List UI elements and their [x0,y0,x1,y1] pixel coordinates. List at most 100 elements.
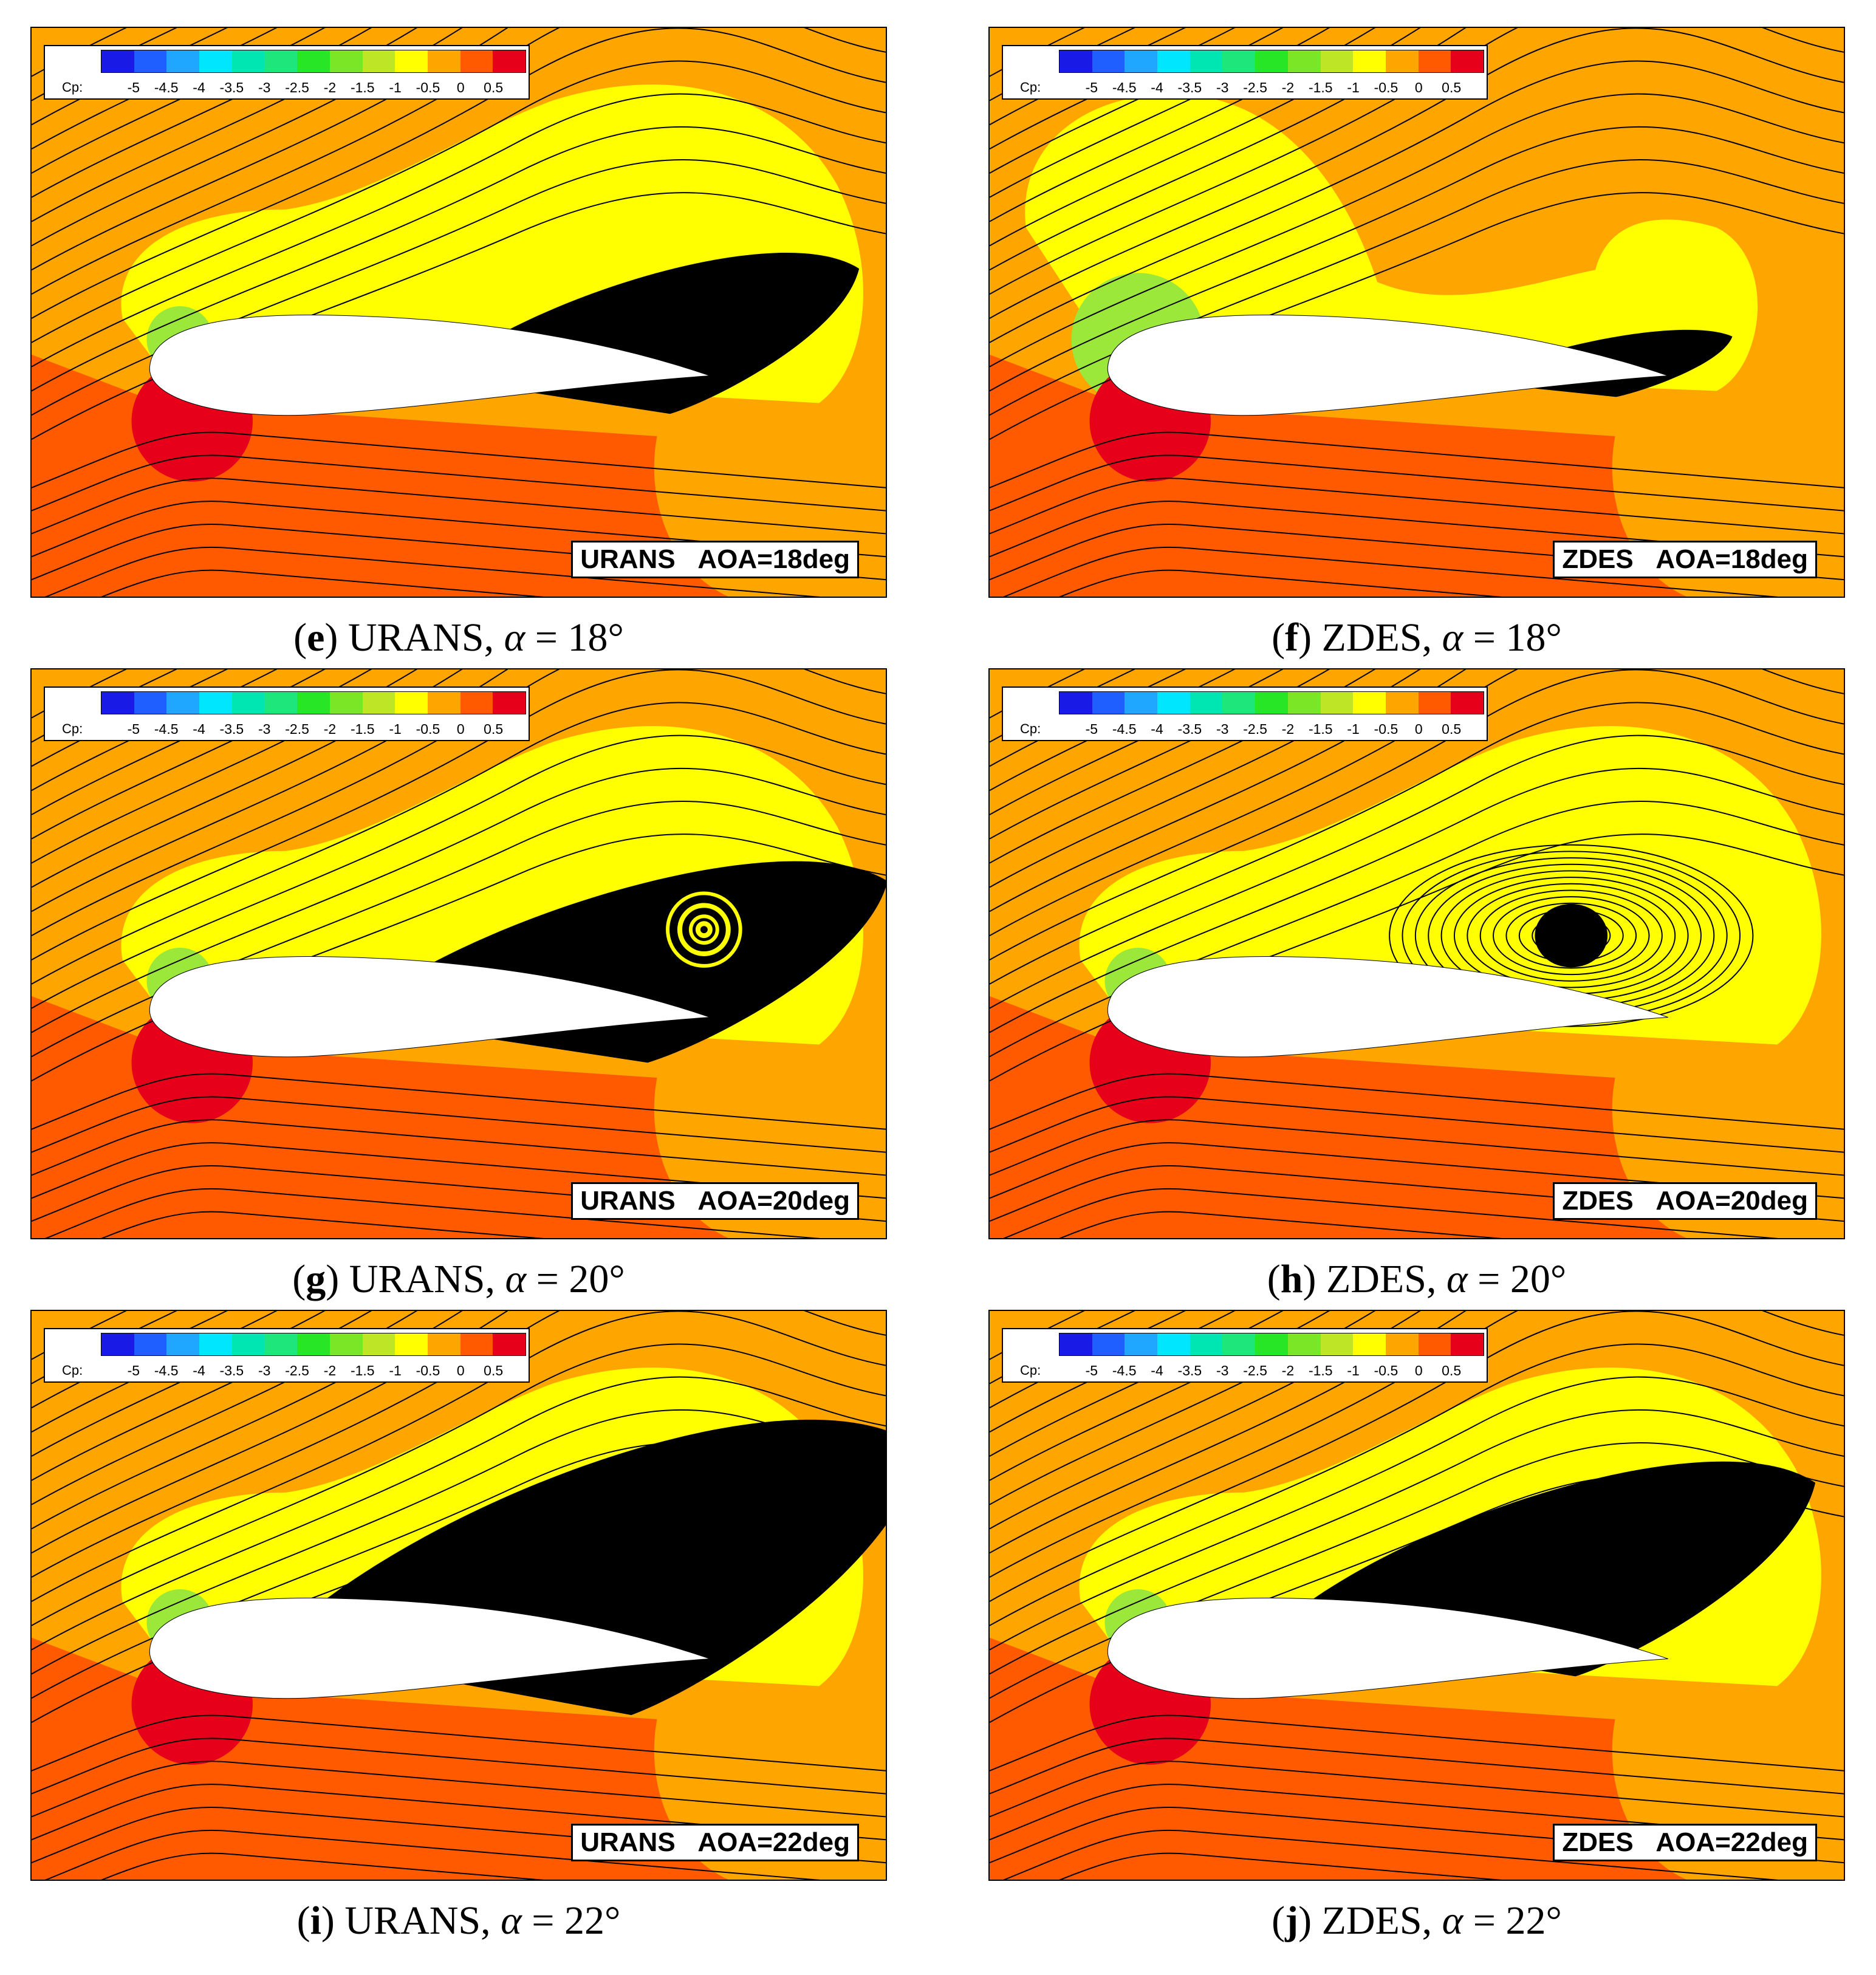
colorbar-swatch [460,692,493,714]
case-label: ZDES AOA=18deg [1553,541,1817,578]
method-label: URANS [580,544,676,574]
colorbar-swatch [231,50,265,72]
aoa-label: AOA=22deg [1655,1827,1808,1857]
streamline [32,126,886,392]
panel-caption-i: (i) URANS, α = 22° [30,1897,887,1945]
colorbar-swatch [1255,50,1288,72]
colorbar-ticks: -5 -4.5 -4 -3.5 -3 -2.5 -2 -1.5 -1 -0.5 0 0.5 [1059,80,1484,95]
colorbar-tick: -2 [1281,80,1295,95]
streamline [32,28,508,271]
caption-symbol: α [505,1257,527,1301]
streamline [990,28,1284,174]
colorbar-tick: -1 [1347,1363,1360,1378]
caption-paren: ( [292,1257,306,1301]
caption-text: ZDES, [1312,615,1442,660]
colorbar-swatch [134,692,167,714]
streamline [32,669,508,912]
colorbar-swatch [199,1333,232,1355]
colorbar-tick: 0.5 [484,721,504,737]
colorbar-tick: 0.5 [1442,721,1462,737]
caption-symbol: α [1446,1257,1468,1301]
colorbar-legend: Cp: -5 -4.5 -4 -3.5 -3 -2.5 -2 -1.5 -1 -0.5 0 0.5 [44,686,530,741]
colorbar-tick: -2.5 [1243,80,1267,95]
contour-panel-f: Cp: -5 -4.5 -4 -3.5 -3 -2.5 -2 -1.5 -1 -0.5 0 0.5 ZDE… [988,27,1845,598]
colorbar-swatch [493,50,525,72]
colorbar-swatch [1060,50,1092,72]
colorbar-tick: -1 [389,80,402,95]
label-gap [676,544,698,575]
caption-letter: i [310,1898,321,1943]
streamline [990,60,1844,343]
colorbar-tick: -3.5 [1177,1363,1202,1378]
colorbar-legend: Cp: -5 -4.5 -4 -3.5 -3 -2.5 -2 -1.5 -1 -0.5 0 0.5 [1002,1328,1488,1383]
caption-text: URANS, [339,1257,505,1301]
vortex-ring [688,914,719,945]
colorbar-tick: -3 [258,80,271,95]
streamline [32,1311,326,1457]
colorbar-swatch [1418,50,1451,72]
colorbar-swatch [199,692,232,714]
colorbar-swatch [199,50,232,72]
colorbar-swatch [101,692,134,714]
caption-paren: ) [326,1257,340,1301]
case-label: ZDES AOA=22deg [1553,1824,1817,1861]
pressure-field [32,28,886,597]
vortex-streamline [1389,844,1754,1027]
caption-text: URANS, [334,1898,501,1943]
caption-value: = 22° [521,1898,621,1943]
colorbar-tick: -0.5 [416,1363,440,1378]
colorbar-swatch [395,1333,428,1355]
colorbar-swatch [1222,692,1256,714]
colorbar-tick: -1 [389,1363,402,1378]
colorbar-swatch [427,1333,460,1355]
colorbar-swatch [1287,1333,1321,1355]
colorbar-tick: -4.5 [1112,80,1137,95]
colorbar-swatch [1255,692,1288,714]
caption-symbol: α [1442,615,1463,660]
colorbar-tick: -2 [1281,721,1295,737]
caption-letter: h [1280,1257,1303,1301]
colorbar [1059,691,1484,714]
caption-symbol: α [501,1898,522,1943]
aoa-label: AOA=20deg [1655,1186,1808,1216]
label-gap [1634,1186,1656,1216]
colorbar-swatch [134,50,167,72]
method-label: URANS [580,1186,676,1216]
colorbar-tick: 0.5 [484,80,504,95]
pressure-field [990,28,1844,597]
panel-caption-h: (h) ZDES, α = 20° [988,1255,1845,1304]
caption-value: = 22° [1463,1898,1562,1943]
colorbar [101,691,526,714]
vortex-streamline [1505,902,1637,969]
colorbar-tick: -2 [1281,1363,1295,1378]
contour-panel-j: Cp: -5 -4.5 -4 -3.5 -3 -2.5 -2 -1.5 -1 -0.5 0 0.5 ZDE… [988,1310,1845,1881]
colorbar-swatch [1418,1333,1451,1355]
contour-panel-g: Cp: -5 -4.5 -4 -3.5 -3 -2.5 -2 -1.5 -1 -0.5 0 0.5 URA… [30,668,887,1239]
airfoil [1107,1597,1668,1699]
vortex-ring [666,891,742,968]
caption-letter: e [307,615,325,660]
colorbar-tick: -3.5 [1177,80,1202,95]
colorbar-tick: -4.5 [154,80,179,95]
label-gap [1634,544,1656,575]
streamline [32,28,418,222]
streamline [990,93,1844,368]
streamline [32,28,463,247]
colorbar [1059,1333,1484,1356]
caption-letter: j [1285,1898,1299,1943]
caption-symbol: α [504,615,525,660]
vortex-streamline [1467,883,1676,988]
colorbar-swatch [1353,692,1386,714]
streamline [32,1311,372,1481]
vortex-core [1535,903,1608,968]
airfoil [1107,314,1668,416]
colorbar-tick: -3 [1216,721,1229,737]
colorbar-tick: -4 [193,1363,205,1378]
caption-paren: ) [1298,1898,1312,1943]
colorbar-swatch [166,692,200,714]
contour-panel-i: Cp: -5 -4.5 -4 -3.5 -3 -2.5 -2 -1.5 -1 -0.5 0 0.5 URA… [30,1310,887,1881]
colorbar-tick: 0 [456,80,465,95]
streamline [32,702,886,985]
streamline [101,569,535,597]
colorbar-tick: -2.5 [285,80,309,95]
